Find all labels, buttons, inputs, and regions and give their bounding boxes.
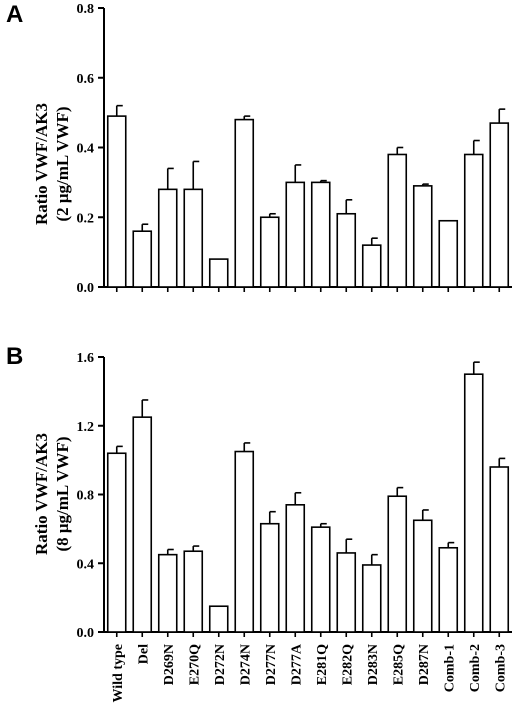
panel-b-bar: [157, 553, 178, 633]
panel-b-y-tick-label: 0.4: [77, 557, 95, 572]
panel-b-category-label: Wild type: [111, 644, 126, 702]
panel-b-category-label: Comb-3: [493, 644, 508, 692]
panel-a-bar: [387, 153, 408, 288]
panel-b-category-label: Comb-1: [442, 644, 457, 692]
panel-a-y-tick-label: 0.8: [77, 2, 95, 17]
panel-b-ylabel-line1: Ratio VWF/AK3: [32, 433, 51, 555]
panel-b-category-label: D277A: [289, 643, 304, 685]
panel-a-bar: [489, 122, 510, 288]
panel-a-ylabel-line1: Ratio VWF/AK3: [32, 103, 51, 225]
panel-a-bar: [361, 244, 382, 288]
panel-b-category-label: D283N: [366, 644, 381, 685]
panel-b-y-tick-label: 0.0: [77, 626, 95, 641]
panel-b-bar: [106, 452, 127, 633]
panel-b-y-tick-label: 1.2: [77, 420, 95, 435]
panel-b-bar: [336, 552, 357, 633]
panel-b-bar: [234, 450, 255, 633]
panel-b-category-label: D287N: [417, 644, 432, 685]
panel-a-bar: [234, 118, 255, 288]
panel-b-y-tick-label: 0.8: [77, 489, 95, 504]
panel-b-bar: [183, 550, 204, 633]
panel-b-category-label: E285Q: [391, 644, 406, 685]
panel-b: B Ratio VWF/AK3 (8 μg/mL VWF) 0.0 0.4 0.8 1…: [6, 343, 512, 702]
panel-b-category-label: E282Q: [340, 644, 355, 685]
panel-b-bar: [463, 373, 484, 633]
panel-a-bar: [336, 212, 357, 288]
panel-b-bar: [208, 605, 229, 633]
panel-b-category-label: D277N: [264, 644, 279, 685]
panel-a-bar: [285, 181, 306, 288]
panel-a-bar: [438, 219, 459, 288]
panel-b-category-label: Comb-2: [468, 644, 483, 692]
panel-b-bar: [132, 416, 153, 633]
panel-a-bar: [259, 216, 280, 288]
panel-a-bar: [412, 185, 433, 288]
panel-b-category-label: Del: [136, 644, 151, 664]
panel-b-category-label: E270Q: [187, 644, 202, 685]
panel-b-category-label: D272N: [213, 644, 228, 685]
panel-b-bar: [310, 526, 331, 633]
panel-b-ylabel-line2: (8 μg/mL VWF): [53, 436, 72, 551]
panel-a-bar: [106, 115, 127, 288]
panel-a-bar: [208, 258, 229, 288]
panel-a-bar: [310, 181, 331, 288]
panel-a-y-tick-label: 0.2: [77, 211, 95, 226]
panel-b-bar: [361, 564, 382, 633]
panel-b-bar: [387, 495, 408, 633]
panel-a-ylabel-line2: (2 μg/mL VWF): [53, 106, 72, 221]
panel-b-letter: B: [6, 343, 23, 370]
panel-a-letter: A: [6, 1, 23, 28]
panel-b-bar: [438, 546, 459, 633]
panel-b-bar: [285, 504, 306, 633]
panel-b-category-label: E281Q: [315, 644, 330, 685]
panel-b-bar: [489, 466, 510, 633]
panel-a-bar: [183, 188, 204, 288]
panel-a-y-tick-label: 0.6: [77, 72, 95, 87]
panel-a-y-tick-label: 0.0: [77, 281, 95, 296]
panel-b-category-label: D274N: [238, 644, 253, 685]
panel-a: A Ratio VWF/AK3 (2 μg/mL VWF) 0.0 0.2 0.4 0…: [6, 1, 512, 296]
panel-b-y-tick-label: 1.6: [77, 351, 95, 366]
panel-a-bar: [132, 230, 153, 288]
panel-a-bar: [157, 188, 178, 288]
panel-b-category-label: D269N: [162, 644, 177, 685]
panel-b-bar: [259, 522, 280, 633]
panel-b-bar: [412, 519, 433, 633]
panel-a-y-tick-label: 0.4: [77, 142, 95, 157]
panel-a-bar: [463, 153, 484, 288]
